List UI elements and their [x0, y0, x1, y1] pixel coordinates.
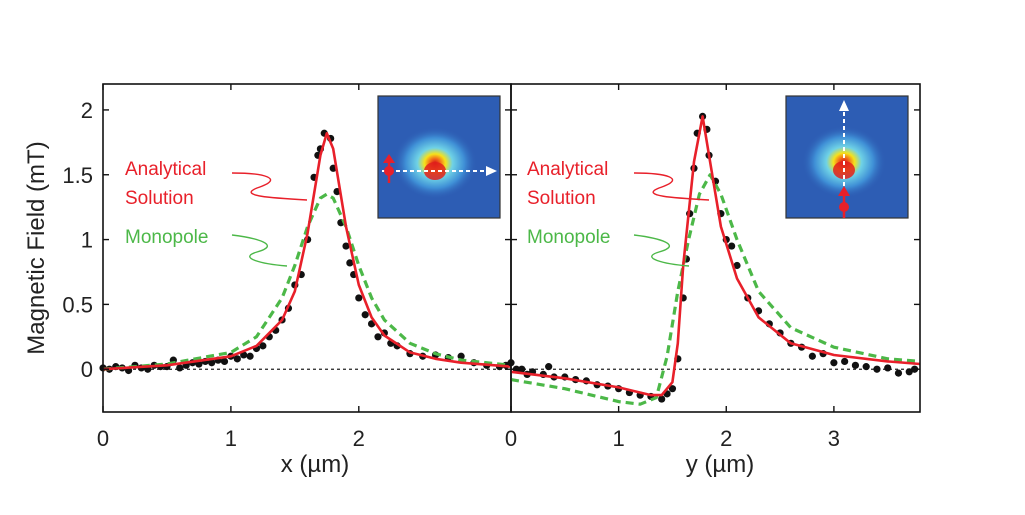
- data-point: [346, 259, 354, 267]
- data-point: [658, 395, 666, 403]
- data-point: [361, 311, 369, 319]
- data-point: [220, 357, 229, 366]
- inset-field-map: [377, 95, 501, 219]
- analytical-curve: [102, 132, 512, 371]
- monopole-label: Monopole: [125, 227, 208, 248]
- data-point: [208, 359, 216, 367]
- data-point: [851, 361, 860, 369]
- inset-field-map: [785, 95, 909, 219]
- data-point: [355, 294, 363, 302]
- data-point: [830, 359, 838, 367]
- x-tick-label: 1: [225, 426, 237, 451]
- data-point: [905, 368, 913, 376]
- x-axis-label: x (µm): [281, 451, 349, 478]
- data-point: [545, 363, 553, 371]
- inset-frame: [785, 95, 909, 219]
- data-point: [374, 333, 382, 341]
- x-tick-label: 3: [828, 426, 840, 451]
- data-point: [342, 242, 350, 250]
- monopole-curve: [102, 192, 512, 371]
- analytical-label-line1: Analytical: [125, 159, 206, 180]
- inset-frame: [377, 95, 501, 219]
- data-point: [841, 357, 849, 366]
- x-tick-label: 0: [505, 426, 517, 451]
- data-point: [884, 364, 892, 372]
- x-tick-label: 1: [613, 426, 625, 451]
- y-axis-label: Magnetic Field (mT): [23, 141, 50, 354]
- data-point: [233, 355, 241, 363]
- data-point: [668, 385, 677, 393]
- magnet-dot: [839, 202, 849, 212]
- data-point: [873, 365, 881, 373]
- analytical-leader-line: [633, 172, 710, 201]
- y-tick-label: 2: [81, 98, 93, 123]
- x-tick-label: 2: [353, 426, 365, 451]
- monopole-label: Monopole: [527, 227, 610, 248]
- data-point: [894, 369, 903, 377]
- x-axis-label: y (µm): [686, 451, 754, 478]
- data-point: [518, 365, 526, 373]
- data-point: [862, 363, 870, 371]
- data-point: [728, 242, 736, 250]
- scan-arrow-icon: [839, 100, 849, 111]
- analytical-curve: [510, 115, 921, 397]
- y-tick-label: 1: [81, 228, 93, 253]
- panel-1: 0 1 200.511.52x (µm)Magnetic Field (mT) Ana…: [23, 83, 512, 478]
- data-point: [246, 352, 254, 360]
- axes-frame: [510, 83, 921, 413]
- panel-2: 0 1 2 3 y (µm) Analytical Solution Monopole: [505, 83, 921, 478]
- x-tick-label: 0: [97, 426, 109, 451]
- y-tick-label: 0: [81, 357, 93, 382]
- monopole-leader-line: [633, 234, 690, 267]
- magnet-arrow-head-icon: [838, 186, 850, 196]
- y-tick-label: 0.5: [62, 292, 93, 317]
- scan-arrow-icon: [486, 166, 497, 176]
- data-point: [733, 261, 741, 270]
- x-tick-label: 2: [720, 426, 732, 451]
- analytical-label-line2: Solution: [125, 188, 194, 209]
- analytical-label-line1: Analytical: [527, 159, 608, 180]
- y-tick-label: 1.5: [62, 163, 93, 188]
- monopole-leader-line: [231, 234, 288, 267]
- magnet-arrow-head-icon: [383, 154, 395, 163]
- data-point: [176, 364, 184, 372]
- magnet-dot: [384, 166, 394, 176]
- data-point: [259, 342, 267, 350]
- analytical-label-line2: Solution: [527, 188, 596, 209]
- data-point: [808, 352, 816, 360]
- analytical-leader-line: [231, 172, 308, 201]
- monopole-curve: [510, 173, 921, 406]
